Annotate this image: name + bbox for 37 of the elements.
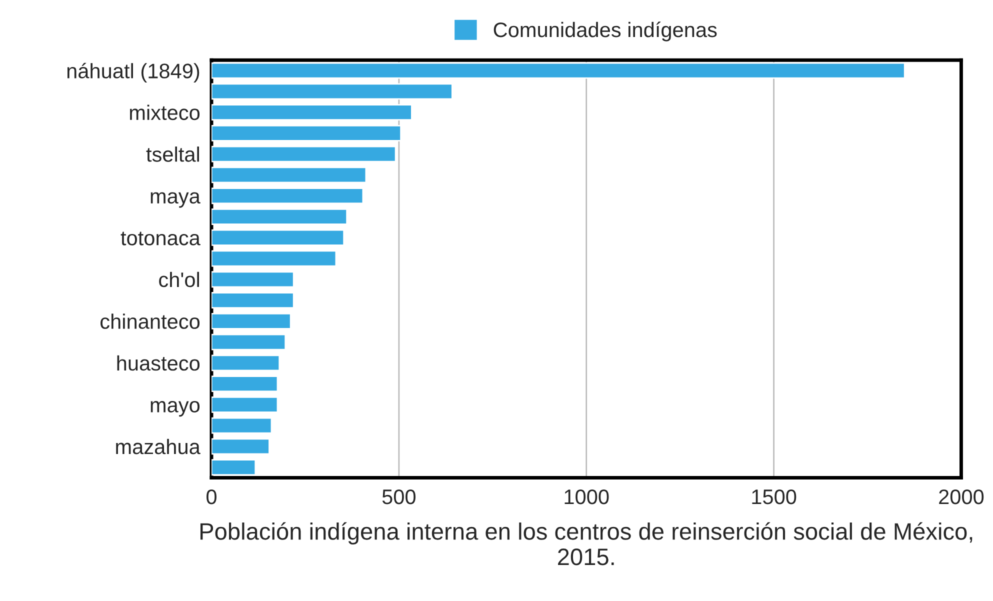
bar [212,354,280,372]
x-tick-label: 1500 [752,489,796,504]
y-tick-label: náhuatl (1849) [67,62,200,83]
bar [212,250,337,267]
bar [212,229,345,246]
bar [212,417,272,434]
legend-label: Comunidades indígenas [494,22,717,42]
x-tick-label: 2000 [939,489,984,504]
bar [212,62,906,79]
bar [212,208,348,225]
bar [212,459,256,476]
bar [212,104,412,121]
y-tick-label: chinanteco [100,314,200,329]
bar [212,376,278,392]
bar [212,312,292,330]
x-tick-label: 0 [206,489,216,504]
bar [212,124,402,142]
y-tick-label: totonaca [120,232,200,246]
bar [212,438,270,455]
bar [212,146,396,162]
bar [212,334,286,350]
y-tick-label: maya [150,192,200,208]
y-tick-label: mixteco [130,104,200,120]
y-tick-label: tseltal [146,146,200,162]
y-tick-label: ch'ol [159,272,200,288]
y-tick-label: mazahua [116,438,200,454]
bar [212,396,278,413]
bar [212,188,364,204]
bar [212,83,453,100]
x-tick-label: 1000 [564,489,609,504]
bar [212,292,294,308]
y-tick-label: mayo [150,401,200,417]
x-axis-title: Población indígena interna en los centros de reinserción social de México, 2015. [200,522,972,566]
x-tick-label: 500 [382,489,416,504]
bar [212,271,294,288]
y-tick-label: huasteco [117,355,200,371]
bar [212,166,367,184]
